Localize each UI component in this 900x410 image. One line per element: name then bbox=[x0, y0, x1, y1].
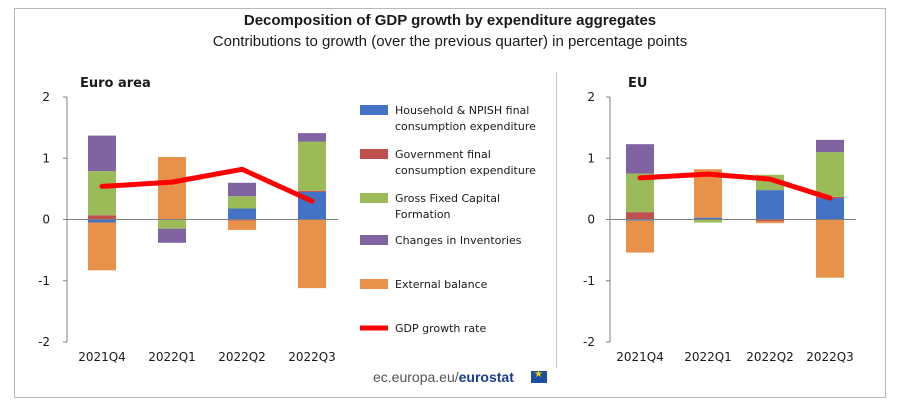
euro-area-x-tick-label: 2021Q4 bbox=[78, 350, 126, 364]
euro-area-y-tick-label: -2 bbox=[38, 335, 50, 349]
chart-subtitle: Contributions to growth (over the previo… bbox=[212, 33, 688, 50]
eu-flag-icon bbox=[531, 369, 547, 383]
legend-swatch-inventories bbox=[360, 235, 388, 245]
legend-label-government: consumption expenditure bbox=[395, 164, 536, 177]
eu-y-tick-label: 2 bbox=[587, 90, 595, 104]
euro-area-bar-government bbox=[298, 190, 326, 192]
euro-area-bar-gfcf bbox=[298, 141, 326, 191]
legend-swatch-government bbox=[360, 149, 388, 159]
euro-area-y-tick-label: 0 bbox=[42, 213, 50, 227]
euro-area-bar-household bbox=[88, 219, 116, 223]
eu-bar-inventories bbox=[816, 139, 844, 153]
euro-area-bar-external bbox=[88, 222, 116, 271]
legend-label-external: External balance bbox=[395, 278, 488, 291]
euro-area-x-tick-label: 2022Q1 bbox=[148, 350, 196, 364]
legend-label-gfcf: Gross Fixed Capital bbox=[395, 192, 500, 205]
euro-area-y-tick-label: 1 bbox=[42, 151, 50, 165]
eu-panel-title: EU bbox=[628, 76, 647, 91]
chart-title: Decomposition of GDP growth by expenditu… bbox=[243, 12, 657, 29]
legend-label-government: Government final bbox=[395, 148, 491, 161]
euro-area-bar-gfcf bbox=[158, 219, 186, 229]
legend-swatch-gfcf bbox=[360, 193, 388, 203]
euro-area-bar-inventories bbox=[298, 133, 326, 142]
eu-bar-external bbox=[816, 219, 844, 278]
euro-area-bar-gfcf bbox=[228, 196, 256, 209]
euro-area-bar-household bbox=[228, 208, 256, 220]
euro-area-panel-title: Euro area bbox=[80, 76, 151, 91]
eu-bar-household bbox=[816, 198, 844, 220]
legend-label-inventories: Changes in Inventories bbox=[395, 234, 522, 247]
euro-area-bar-inventories bbox=[88, 135, 116, 172]
eu-y-tick-label: 1 bbox=[587, 151, 595, 165]
euro-area-bar-inventories bbox=[228, 182, 256, 197]
eu-bar-household bbox=[694, 217, 722, 220]
euro-area-bar-government bbox=[228, 219, 256, 221]
euro-area-bar-external bbox=[228, 220, 256, 230]
euro-area-bar-external bbox=[158, 157, 186, 220]
euro-area-bar-government bbox=[88, 215, 116, 220]
euro-area-x-tick-label: 2022Q3 bbox=[288, 350, 336, 364]
eu-x-tick-label: 2021Q4 bbox=[616, 350, 664, 364]
eu-gdp-growth-line bbox=[637, 171, 833, 201]
euro-area-bar-external bbox=[298, 219, 326, 289]
eu-bar-inventories bbox=[626, 144, 654, 174]
euro-area-y-tick-label: -1 bbox=[38, 274, 50, 288]
euro-area-bar-gfcf bbox=[88, 171, 116, 216]
legend-swatch-external bbox=[360, 279, 388, 289]
eu-bar-household bbox=[626, 219, 654, 221]
source-brand: eurostat bbox=[458, 369, 514, 385]
euro-area-y-tick-label: 2 bbox=[42, 90, 50, 104]
eu-y-tick-label: -1 bbox=[583, 274, 595, 288]
euro-area-gdp-growth-line bbox=[99, 166, 315, 204]
source-credit[interactable]: ec.europa.eu/eurostat bbox=[373, 369, 514, 385]
legend-label-gdp: GDP growth rate bbox=[395, 322, 486, 335]
source-prefix: ec.europa.eu/ bbox=[373, 369, 459, 385]
eu-x-tick-label: 2022Q1 bbox=[684, 350, 732, 364]
eu-y-tick-label: 0 bbox=[587, 213, 595, 227]
legend-label-household: consumption expenditure bbox=[395, 120, 536, 133]
eu-x-tick-label: 2022Q3 bbox=[806, 350, 854, 364]
euro-area-bar-inventories bbox=[158, 228, 186, 243]
eu-bar-government bbox=[626, 212, 654, 220]
eu-bar-external bbox=[756, 221, 784, 224]
legend-label-household: Household & NPISH final bbox=[395, 104, 529, 117]
legend-label-gfcf: Formation bbox=[395, 208, 451, 221]
eu-bar-gfcf bbox=[694, 219, 722, 223]
euro-area-x-tick-label: 2022Q2 bbox=[218, 350, 266, 364]
panel-divider bbox=[556, 72, 557, 368]
eu-y-tick-label: -2 bbox=[583, 335, 595, 349]
eu-bar-gfcf bbox=[816, 152, 844, 197]
eu-bar-external bbox=[626, 220, 654, 253]
eu-bar-government bbox=[756, 219, 784, 222]
eu-bar-household bbox=[756, 190, 784, 220]
legend-swatch-household bbox=[360, 105, 388, 115]
eu-x-tick-label: 2022Q2 bbox=[746, 350, 794, 364]
